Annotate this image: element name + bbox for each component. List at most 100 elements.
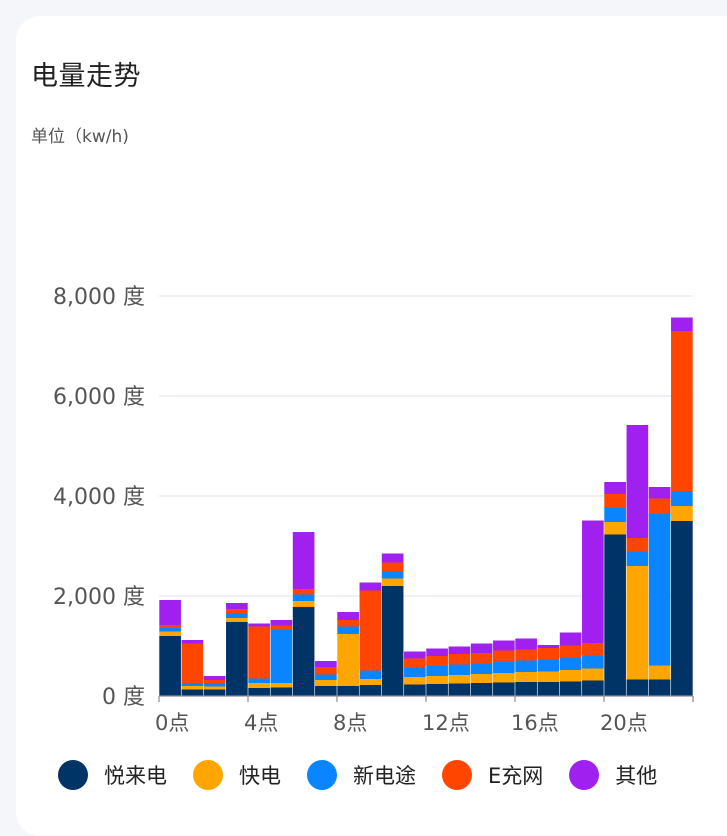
bar-segment [604, 522, 626, 535]
bar-segment [203, 676, 226, 680]
bar-segment [515, 638, 537, 650]
bar-segment [159, 628, 181, 632]
legend-item-qita[interactable]: 其他 [569, 760, 657, 790]
x-tick-label: 8点 [333, 711, 367, 735]
bar-segment [359, 590, 382, 671]
bar-segment [359, 679, 382, 685]
bar-segment [648, 514, 671, 666]
bar-segment [582, 680, 604, 696]
legend-label: E充网 [488, 764, 544, 788]
bar-segment [248, 688, 270, 696]
bar-segment [470, 643, 493, 653]
bar-segment [292, 532, 315, 589]
legend-dot [569, 760, 600, 790]
bar-segment [181, 643, 204, 683]
bar-segment [159, 636, 181, 696]
bar-segment [671, 491, 693, 506]
y-tick-label: 4,000 度 [53, 485, 145, 510]
bar-segment [626, 538, 649, 552]
bar-segment [493, 673, 515, 683]
x-tick-label: 16点 [511, 711, 559, 735]
bar-segment [226, 613, 248, 618]
bar-segment [248, 623, 270, 627]
bar-segment [515, 682, 537, 696]
bar-segment [203, 683, 226, 687]
y-tick-label: 8,000 度 [53, 285, 145, 310]
bar-segment [248, 678, 270, 683]
legend-dot [193, 760, 223, 790]
chart-legend: 悦来电 快电 新电途 E充网 其他 [58, 755, 683, 795]
bar-segment [404, 677, 426, 685]
bar-segment [448, 654, 471, 665]
bar-segment [292, 589, 315, 595]
legend-item-yuelaidian[interactable]: 悦来电 [58, 760, 167, 790]
bar-segment [604, 494, 626, 508]
bar-segment [226, 603, 248, 609]
bar-segment [248, 626, 270, 679]
bar-segment [671, 506, 693, 521]
bar-segment [159, 600, 181, 625]
bar-segment [337, 626, 359, 634]
bar-segment [448, 664, 471, 675]
bar-segment [426, 648, 448, 656]
bar-segment [537, 671, 560, 682]
bar-segment [181, 640, 204, 644]
bar-segment [648, 487, 671, 499]
bar-segment [426, 666, 448, 676]
bar-segment [270, 630, 293, 683]
bar-segment [559, 681, 582, 696]
bar-segment [515, 660, 537, 672]
bar-segment [537, 645, 560, 648]
bar-segment [181, 683, 204, 686]
bar-segment [181, 689, 204, 696]
bar-segment [337, 612, 359, 620]
chart-title: 电量走势 [31, 61, 141, 92]
bar-segment [404, 668, 426, 677]
bar-segment [648, 498, 671, 514]
legend-item-echongwang[interactable]: E充网 [442, 760, 543, 790]
bar-segment [226, 622, 248, 696]
x-tick-label: 4点 [244, 711, 278, 735]
bar-segment [559, 632, 582, 646]
bar-segment [470, 653, 493, 664]
legend-label: 新电途 [353, 764, 416, 788]
bar-segment [448, 675, 471, 684]
bar-segment [315, 686, 337, 696]
bar-segment [448, 646, 471, 654]
bar-segment [493, 640, 515, 651]
bar-segment [493, 650, 515, 662]
bar-segment [493, 682, 515, 696]
bar-segment [292, 594, 315, 601]
bar-segment [203, 680, 226, 683]
bar-segment [470, 674, 493, 683]
bar-segment [226, 609, 248, 614]
bar-segment [315, 667, 337, 675]
bar-segment [604, 482, 626, 494]
bar-segment [582, 520, 604, 643]
stacked-bar-chart: 0 度 2,000 度 4,000 度 6,000 度 8,000 度 0点 4点 8点 12点… [53, 285, 694, 735]
chart-card [16, 16, 727, 836]
bar-segment [270, 620, 293, 626]
bar-segment [270, 683, 293, 688]
bar-segment [359, 685, 382, 696]
bar-segment [359, 670, 382, 679]
bar-segment [493, 661, 515, 673]
bar-segment [582, 655, 604, 669]
y-tick-label: 0 度 [102, 685, 145, 710]
legend-item-xindiantu[interactable]: 新电途 [307, 760, 416, 790]
bar-segment [537, 682, 560, 696]
bar-segment [270, 687, 293, 696]
bar-segment [470, 683, 493, 696]
bar-segment [604, 508, 626, 522]
legend-item-kuaidian[interactable]: 快电 [193, 760, 281, 790]
bar-segment [292, 601, 315, 607]
bar-segment [381, 553, 404, 563]
x-tick-label: 0点 [155, 711, 189, 735]
bar-segment [604, 534, 626, 696]
bar-segment [381, 571, 404, 579]
bar-segment [671, 331, 693, 491]
bar-segment [226, 618, 248, 622]
bar-segment [648, 665, 671, 680]
bar-segment [626, 425, 649, 538]
bar-segment [337, 620, 359, 627]
